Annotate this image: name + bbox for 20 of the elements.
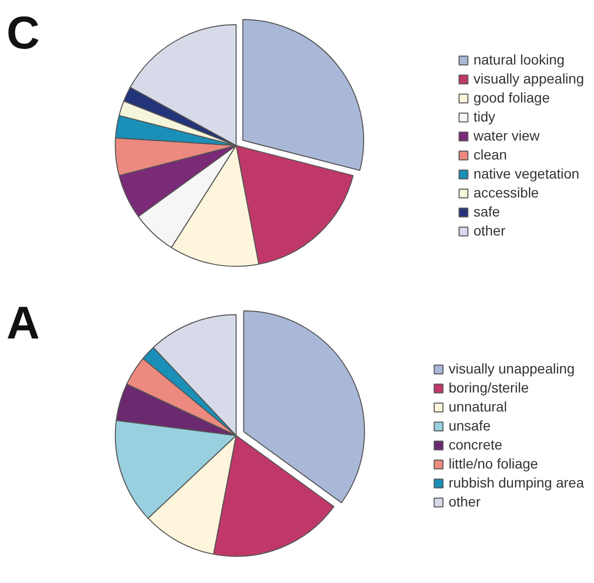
chart-title: A: [6, 296, 40, 349]
legend-label: tidy: [473, 108, 496, 124]
legend-label: other: [473, 222, 506, 238]
legend-label: water view: [473, 128, 540, 144]
legend-label: visually unappealing: [448, 360, 575, 376]
legend-label: safe: [473, 204, 500, 220]
legend-label: concrete: [448, 436, 502, 452]
legend-label: good foliage: [473, 90, 550, 106]
legend-label: unnatural: [448, 398, 507, 414]
legend-label: rubbish dumping area: [448, 474, 584, 490]
legend-label: native vegetation: [473, 166, 580, 182]
legend-label: other: [448, 494, 480, 510]
legend-label: unsafe: [448, 418, 491, 434]
legend-label: natural looking: [473, 52, 565, 68]
chart-title: C: [6, 6, 40, 59]
legend-label: clean: [473, 146, 507, 162]
legend-label: visually appealing: [473, 70, 584, 86]
legend-label: little/no foliage: [448, 456, 538, 472]
legend-label: accessible: [473, 184, 539, 200]
legend-label: boring/sterile: [448, 380, 529, 396]
